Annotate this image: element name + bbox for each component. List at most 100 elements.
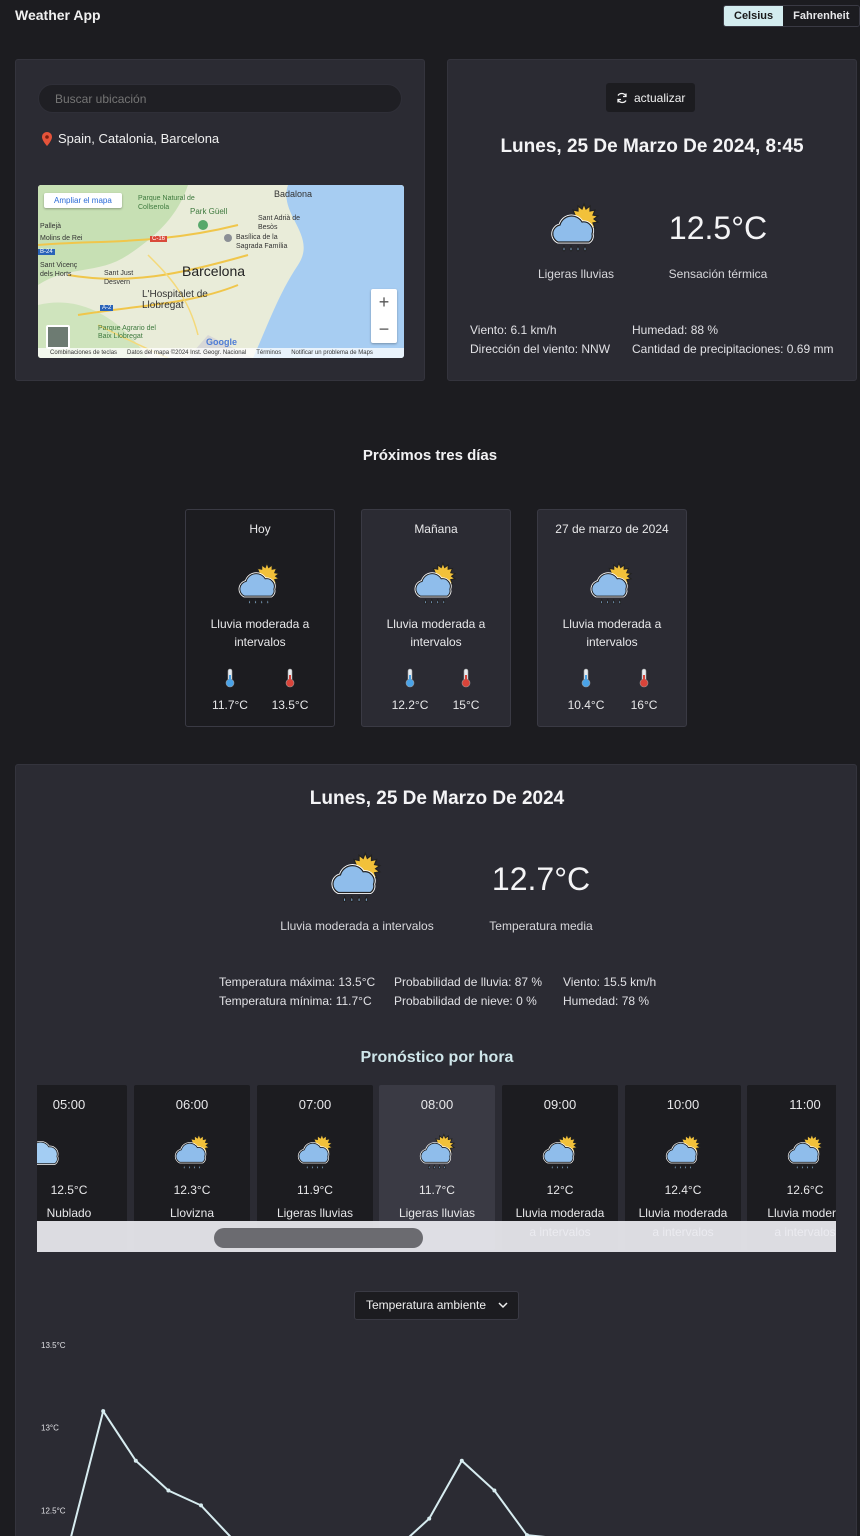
hour-temp: 12.4°C	[664, 1183, 702, 1197]
hour-temp: 12.6°C	[786, 1183, 824, 1197]
temperature-line	[70, 1408, 546, 1536]
map-label: Badalona	[274, 189, 313, 199]
hour-temp: 11.7°C	[419, 1183, 455, 1197]
forecast-card-today[interactable]: Hoy Lluvia moderada a intervalos 11.7°C …	[185, 509, 335, 727]
map-label: Pallejà	[40, 223, 62, 230]
hour-condition-line: Lluvia moderada	[515, 1206, 605, 1220]
hour-time: 11:00	[789, 1097, 821, 1112]
thermometer-hot-icon	[460, 668, 472, 688]
y-tick-label: 13.5°C	[41, 1341, 66, 1350]
data-point[interactable]	[133, 1458, 138, 1463]
select-value: Temperatura ambiente	[366, 1298, 487, 1312]
refresh-label: actualizar	[634, 90, 686, 105]
hour-condition: Ligeras lluvias	[379, 1204, 495, 1223]
min-temperature: Temperatura mínima: 11.7°C	[219, 994, 372, 1008]
sun-cloud-rain-icon	[662, 1130, 706, 1179]
map-label: Barcelona	[182, 263, 246, 279]
current-temperature: 12.5°C	[668, 210, 768, 246]
wind-direction: Dirección del viento: NNW	[470, 342, 611, 356]
map-label: Parque Natural de Collserola	[138, 195, 195, 211]
data-point[interactable]	[427, 1516, 432, 1521]
forecast-min: 11.7°C	[212, 698, 248, 712]
location-row: Spain, Catalonia, Barcelona	[42, 131, 219, 146]
temperature-chart: 13.5°C 13°C 12.5°C	[41, 1341, 546, 1536]
hour-condition-line: Lluvia modera	[767, 1206, 836, 1220]
sun-cloud-rain-icon	[171, 1130, 215, 1179]
sun-cloud-rain-icon	[546, 198, 606, 263]
zoom-out-button[interactable]: −	[378, 319, 390, 339]
thermometer-cold-icon	[580, 668, 592, 688]
enlarge-map-button[interactable]: Ampliar el mapa	[44, 193, 122, 208]
sun-cloud-rain-icon	[586, 558, 638, 615]
daily-date: Lunes, 25 De Marzo De 2024	[309, 788, 565, 809]
daily-condition: Lluvia moderada a intervalos	[280, 919, 434, 933]
hour-condition: Ligeras lluvias	[257, 1204, 373, 1223]
forecast-card-tomorrow[interactable]: Mañana Lluvia moderada a intervalos 12.2…	[361, 509, 511, 727]
app-title: Weather App	[15, 7, 101, 23]
hour-temp: 11.9°C	[297, 1183, 333, 1197]
map[interactable]: Ampliar el mapa Badalona Parque Natural …	[38, 185, 404, 358]
average-temperature-label: Temperatura media	[489, 919, 593, 933]
celsius-button[interactable]: Celsius	[724, 6, 784, 26]
forecast-day: Mañana	[414, 522, 458, 536]
hour-temp: 12.3°C	[173, 1183, 211, 1197]
refresh-button[interactable]: actualizar	[606, 83, 696, 112]
daily-detail-card: Lunes, 25 De Marzo De 2024 Lluvia modera…	[15, 764, 857, 1536]
current-condition: Ligeras lluvias	[537, 267, 615, 281]
map-label: Basílica de la Sagrada Família	[236, 234, 288, 250]
map-label: Parque Agrario del Baix Llobregat	[98, 325, 156, 340]
snow-probability: Probabilidad de nieve: 0 %	[394, 994, 537, 1008]
location-card: Spain, Catalonia, Barcelona Ampliar el m…	[15, 59, 425, 381]
sun-cloud-rain-icon	[294, 1130, 338, 1179]
horizontal-scrollbar[interactable]	[37, 1221, 836, 1252]
cloud-icon	[37, 1130, 65, 1179]
data-point[interactable]	[166, 1488, 171, 1493]
forecast-min: 12.2°C	[391, 698, 429, 712]
data-point[interactable]	[101, 1409, 106, 1414]
thermometer-hot-icon	[638, 668, 650, 688]
map-footer-link[interactable]: Notificar un problema de Maps	[291, 350, 373, 356]
data-point[interactable]	[525, 1533, 529, 1536]
thermometer-hot-icon	[284, 668, 296, 688]
wind-speed: Viento: 6.1 km/h	[470, 323, 557, 337]
map-zoom-control: + −	[371, 289, 397, 343]
hour-time: 10:00	[666, 1097, 700, 1112]
hour-time: 08:00	[420, 1097, 454, 1112]
daily-humidity: Humedad: 78 %	[563, 994, 650, 1008]
chart-variable-select[interactable]: Temperatura ambiente	[354, 1291, 519, 1320]
sun-cloud-rain-icon	[410, 558, 462, 615]
forecast-condition: Lluvia moderada a intervalos	[386, 617, 486, 649]
search-input[interactable]	[38, 84, 402, 113]
forecast-day: Hoy	[249, 522, 271, 536]
map-label: Sant Just Desvern	[104, 270, 134, 286]
scrollbar-thumb[interactable]	[214, 1228, 423, 1248]
rain-probability: Probabilidad de lluvia: 87 %	[394, 975, 543, 989]
data-point[interactable]	[492, 1488, 497, 1493]
road-label: A-2	[100, 305, 114, 311]
map-footer-link[interactable]: Combinaciones de teclas	[50, 350, 118, 356]
hour-condition-line: Nublado	[46, 1206, 92, 1220]
map-label: Park Güell	[190, 207, 228, 216]
data-point[interactable]	[459, 1458, 464, 1463]
thermometer-cold-icon	[404, 668, 416, 688]
hour-condition: Llovizna	[134, 1204, 250, 1223]
hour-time: 06:00	[175, 1097, 209, 1112]
top-bar: Weather App Celsius Fahrenheit	[0, 0, 860, 32]
forecast-card-day3[interactable]: 27 de marzo de 2024 Lluvia moderada a in…	[537, 509, 687, 727]
hour-condition-line: Ligeras lluvias	[276, 1206, 354, 1220]
precipitation: Cantidad de precipitaciones: 0.69 mm	[632, 342, 834, 356]
forecast-max: 16°C	[630, 698, 658, 712]
chevron-down-icon	[498, 1302, 508, 1309]
road-label: B-24	[38, 249, 55, 255]
zoom-in-button[interactable]: +	[378, 292, 390, 312]
current-datetime: Lunes, 25 De Marzo De 2024, 8:45	[500, 136, 804, 157]
map-layer-thumbnail[interactable]	[46, 325, 70, 349]
map-footer: Combinaciones de teclas Datos del mapa ©…	[38, 348, 404, 358]
hour-time: 07:00	[298, 1097, 332, 1112]
data-point[interactable]	[199, 1503, 203, 1508]
thermometer-cold-icon	[224, 668, 236, 688]
map-footer-link[interactable]: Términos	[256, 350, 282, 356]
y-tick-label: 12.5°C	[41, 1506, 66, 1515]
fahrenheit-button[interactable]: Fahrenheit	[783, 6, 860, 26]
hour-temp: 12°C	[546, 1183, 574, 1197]
